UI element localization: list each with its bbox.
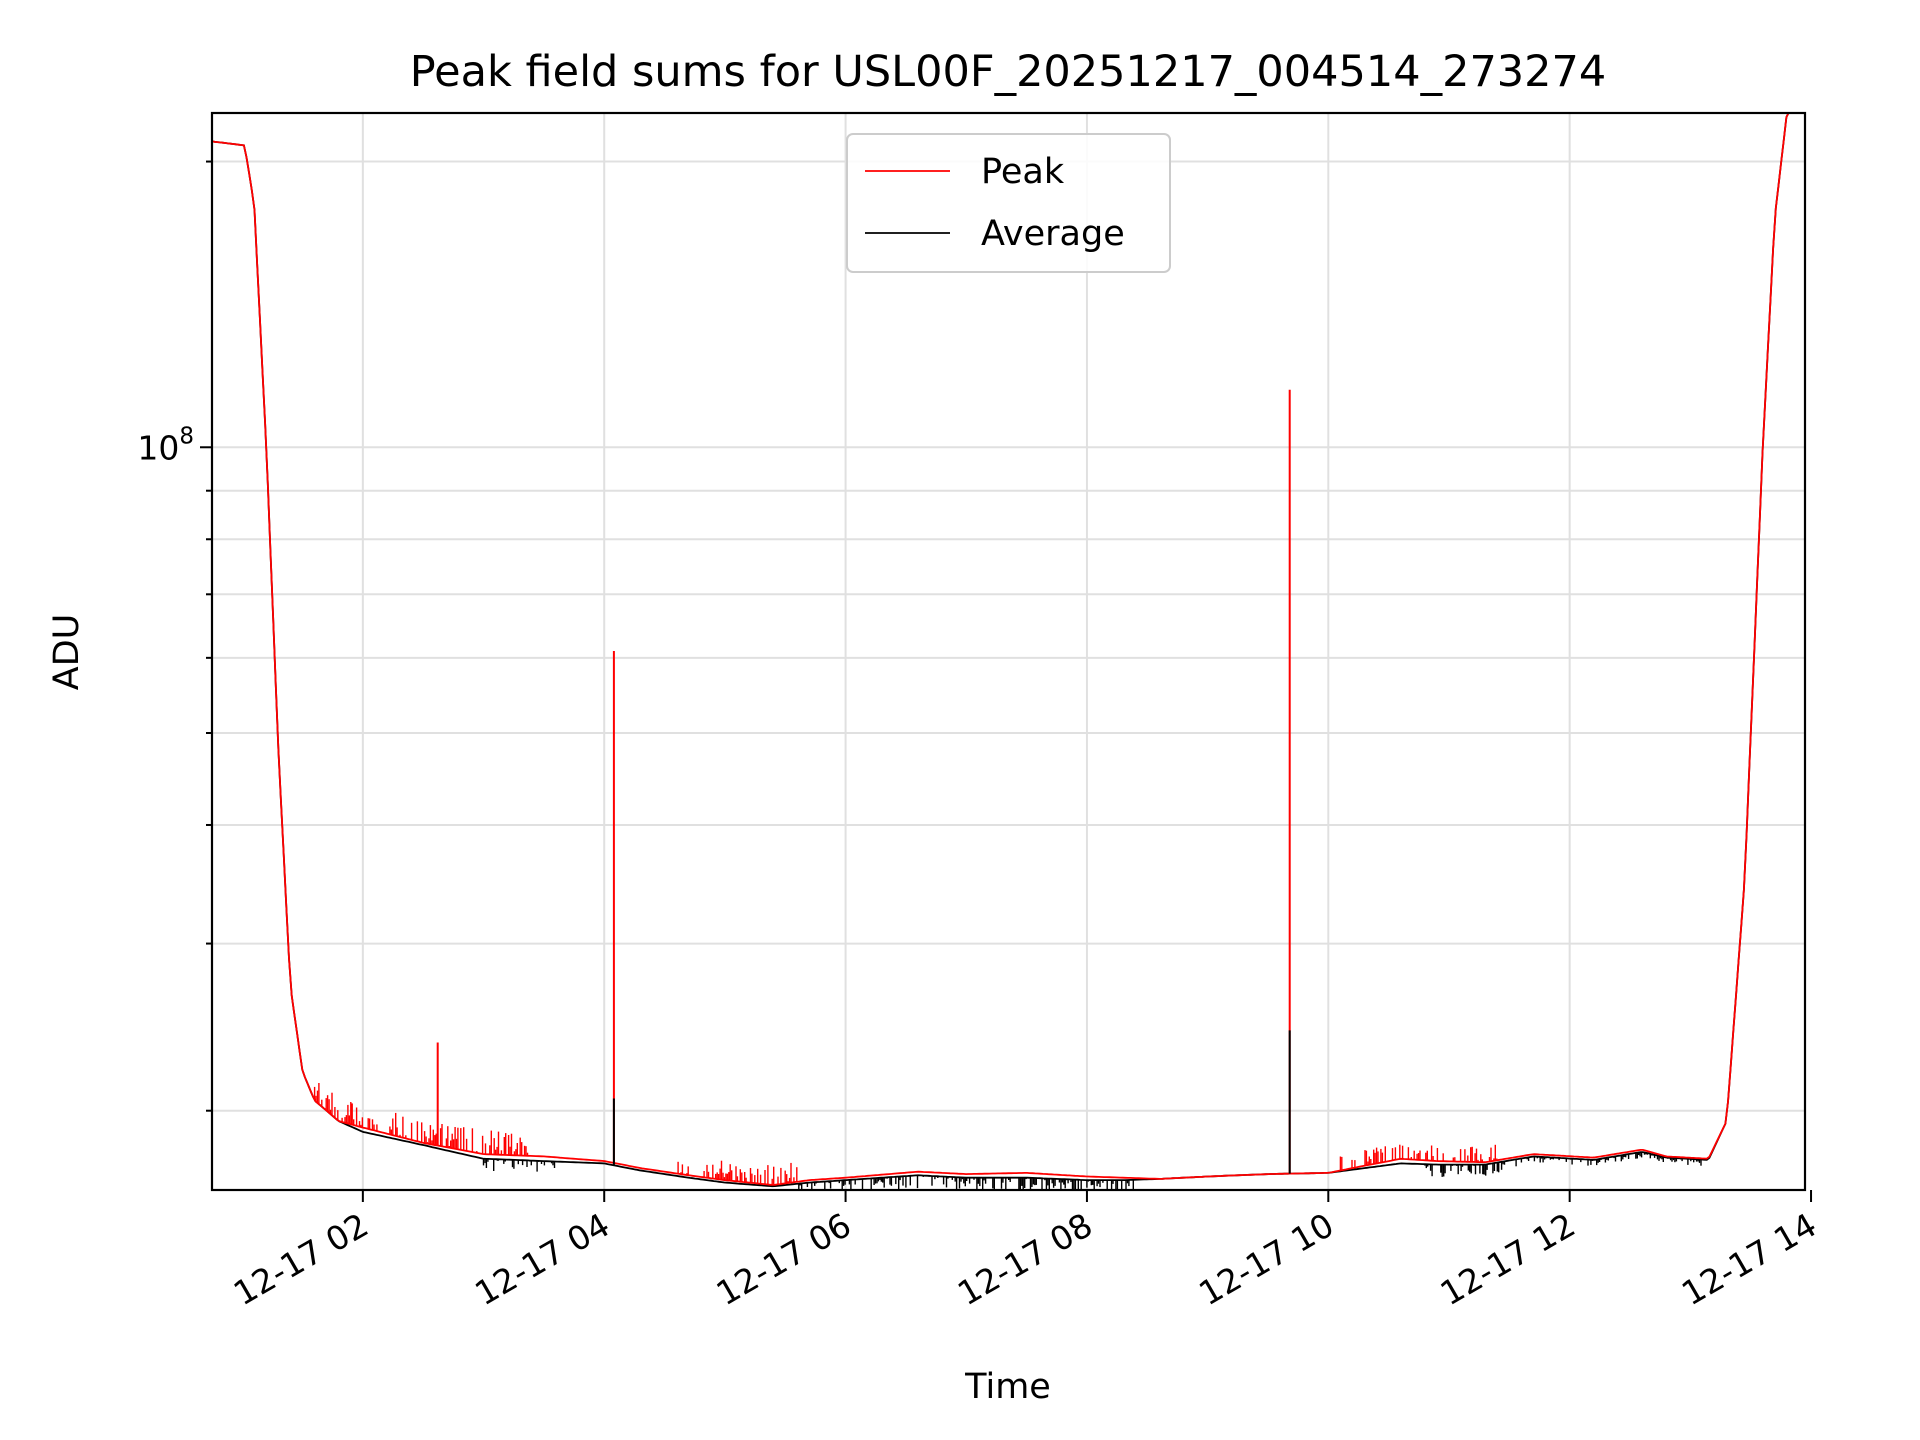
y-tick-label: 108 (137, 423, 194, 467)
x-tick-label: 12-17 08 (951, 1205, 1099, 1313)
noise-spikes (313, 1083, 1702, 1190)
y-axis: 108 (137, 160, 212, 1112)
legend: Peak Average (846, 133, 1171, 273)
legend-peak-label: Peak (981, 152, 1065, 192)
x-tick-label: 12-17 04 (468, 1205, 616, 1313)
x-tick-label: 12-17 06 (710, 1205, 858, 1313)
event-spikes (436, 389, 1291, 1174)
y-axis-label: ADU (47, 614, 87, 691)
x-tick-label: 12-17 10 (1192, 1205, 1340, 1313)
peak-line (212, 113, 1790, 1186)
x-axis: 12-17 02 12-17 04 12-17 06 12-17 08 12-17 10… (227, 1190, 1823, 1313)
legend-average-label: Average (981, 214, 1125, 254)
x-tick-label: 12-17 12 (1434, 1205, 1582, 1313)
legend-box (846, 133, 1171, 273)
grid (212, 113, 1805, 1190)
chart-title: Peak field sums for USL00F_20251217_0045… (410, 47, 1606, 97)
x-tick-label: 12-17 02 (227, 1205, 375, 1313)
plot-frame (210, 111, 1807, 1192)
x-tick-label: 12-17 14 (1675, 1205, 1823, 1313)
x-axis-label: Time (964, 1367, 1051, 1407)
